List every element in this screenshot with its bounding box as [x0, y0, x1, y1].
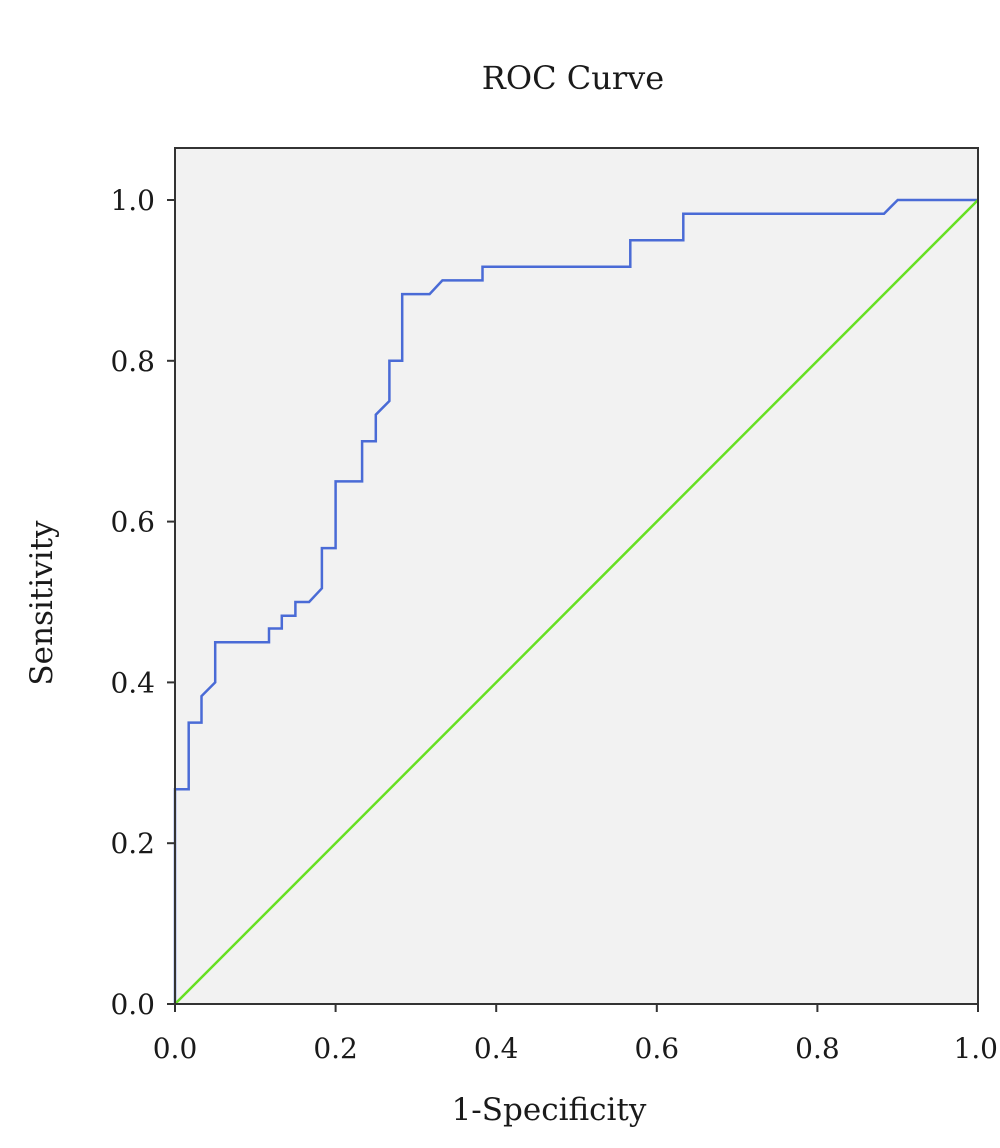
y-tick-label: 0.2 — [110, 827, 155, 860]
y-tick-label: 0.0 — [110, 988, 155, 1021]
x-tick-label: 0.8 — [795, 1032, 840, 1065]
chart-title: ROC Curve — [482, 59, 664, 97]
x-tick-label: 0.0 — [153, 1032, 198, 1065]
x-tick-label: 0.4 — [474, 1032, 519, 1065]
plot-area — [175, 148, 978, 1004]
y-axis-label: Sensitivity — [24, 520, 60, 686]
roc-curve-line — [173, 198, 978, 1004]
plot-frame — [174, 147, 979, 1005]
y-tick-label: 0.6 — [110, 506, 155, 539]
reference-diagonal-line — [174, 199, 979, 1005]
x-tick-label: 1.0 — [953, 1032, 998, 1065]
y-tick-label: 0.8 — [110, 345, 155, 378]
y-tick-label: 1.0 — [110, 184, 155, 217]
y-tick-label: 0.4 — [110, 666, 155, 699]
x-axis-label: 1-Specificity — [452, 1092, 647, 1128]
x-tick-label: 0.6 — [635, 1032, 680, 1065]
x-tick-label: 0.2 — [313, 1032, 358, 1065]
